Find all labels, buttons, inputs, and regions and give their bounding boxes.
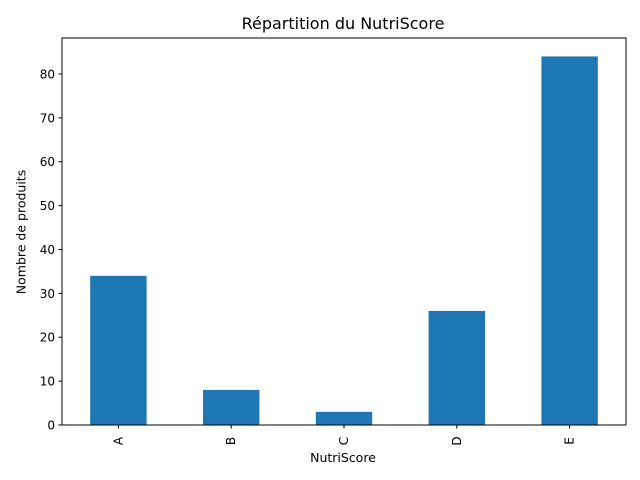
x-tick-label: A bbox=[111, 436, 125, 445]
y-tick-label: 40 bbox=[40, 243, 55, 257]
y-tick-label: 10 bbox=[40, 375, 55, 389]
x-tick-label: B bbox=[224, 437, 238, 445]
x-tick-label: D bbox=[450, 436, 464, 445]
bar-d bbox=[428, 310, 485, 425]
y-tick-label: 30 bbox=[40, 287, 55, 301]
y-tick-label: 50 bbox=[40, 199, 55, 213]
y-tick-label: 80 bbox=[40, 67, 55, 81]
y-tick-label: 0 bbox=[47, 419, 55, 433]
x-axis-ticks: A B C D E bbox=[111, 425, 577, 446]
x-tick-label: C bbox=[337, 437, 351, 445]
y-tick-label: 20 bbox=[40, 331, 55, 345]
bar-b bbox=[203, 389, 260, 425]
chart-title: Répartition du NutriScore bbox=[242, 14, 445, 33]
bar-a bbox=[90, 275, 147, 425]
bar-c bbox=[315, 411, 373, 425]
x-axis-label: NutriScore bbox=[310, 450, 376, 465]
y-axis-ticks: 0 10 20 30 40 50 60 70 80 bbox=[40, 67, 62, 433]
plot-frame bbox=[61, 37, 627, 426]
x-tick-label: E bbox=[563, 437, 577, 445]
bars-group bbox=[90, 56, 598, 426]
y-tick-label: 70 bbox=[40, 111, 55, 125]
bar-e bbox=[541, 56, 598, 426]
y-tick-label: 60 bbox=[40, 155, 55, 169]
y-axis-label: Nombre de produits bbox=[14, 170, 29, 294]
